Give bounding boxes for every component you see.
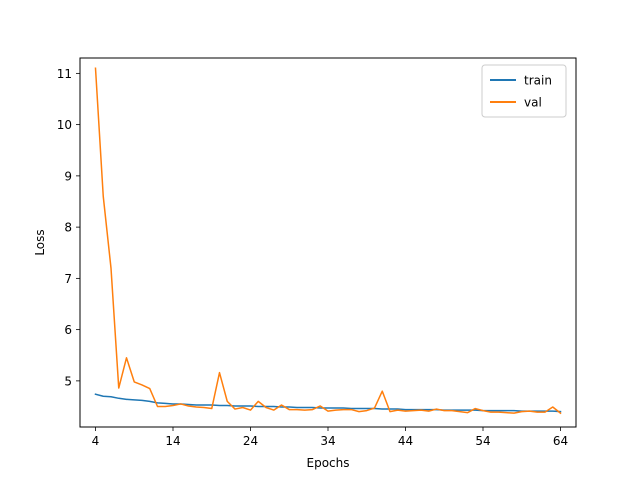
legend-box	[481, 64, 567, 118]
y-axis-ticks: 5 6 7 8 9 10 11	[57, 67, 80, 388]
y-tick-label: 5	[64, 374, 72, 388]
x-tick-label: 4	[92, 434, 100, 448]
y-axis-label: Loss	[33, 229, 47, 255]
x-axis-label: Epochs	[307, 456, 350, 470]
x-tick-label: 14	[165, 434, 180, 448]
x-tick-label: 34	[320, 434, 335, 448]
legend-label-val: val	[524, 96, 542, 110]
y-tick-label: 7	[64, 272, 72, 286]
series-line-val	[94, 67, 562, 415]
y-tick-label: 6	[64, 323, 72, 337]
y-tick-label: 8	[64, 221, 72, 235]
y-tick-label: 11	[57, 67, 72, 81]
legend: train val	[481, 64, 567, 118]
x-tick-label: 64	[553, 434, 568, 448]
x-tick-label: 24	[243, 434, 258, 448]
y-tick-label: 10	[57, 118, 72, 132]
legend-label-train: train	[524, 74, 552, 88]
x-tick-label: 44	[398, 434, 413, 448]
series-line-train	[94, 393, 562, 413]
y-tick-label: 9	[64, 169, 72, 183]
x-axis-ticks: 4 14 24 34 44 54 64	[92, 427, 568, 448]
x-tick-label: 54	[475, 434, 490, 448]
plot-lines	[94, 67, 562, 415]
